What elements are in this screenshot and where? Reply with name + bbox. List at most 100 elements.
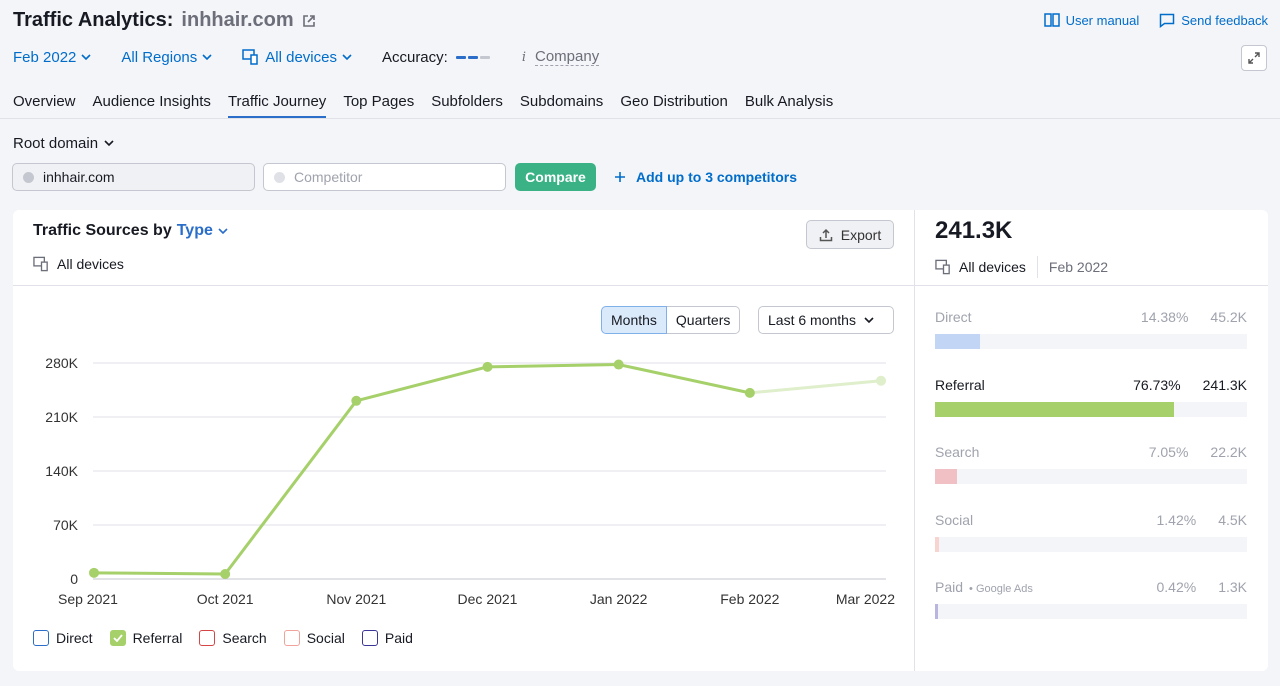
accuracy-indicator[interactable]: Accuracy: <box>382 49 490 66</box>
y-tick-label: 280K <box>45 355 78 371</box>
x-tick-label: Sep 2021 <box>58 591 118 607</box>
tab-overview[interactable]: Overview <box>13 93 76 110</box>
source-row-search[interactable]: Search 7.05% 22.2K <box>935 443 1247 484</box>
source-values: 7.05% 22.2K <box>1149 444 1247 460</box>
upload-icon <box>819 228 833 241</box>
legend-search[interactable]: Search <box>199 630 267 646</box>
domain-input-value: inhhair.com <box>43 169 115 185</box>
tab-audience-insights[interactable]: Audience Insights <box>92 93 211 110</box>
book-icon <box>1043 13 1060 27</box>
summary-separator <box>1036 256 1038 278</box>
tab-top-pages[interactable]: Top Pages <box>343 93 415 110</box>
source-bar-fill <box>935 469 957 484</box>
tab-bulk-analysis[interactable]: Bulk Analysis <box>744 93 834 110</box>
chevron-down-icon <box>104 140 114 147</box>
source-value: 1.3K <box>1218 579 1247 595</box>
legend-label: Search <box>222 630 267 646</box>
user-manual-link[interactable]: User manual <box>1043 13 1139 28</box>
compare-button[interactable]: Compare <box>515 163 596 191</box>
quarters-button[interactable]: Quarters <box>666 306 741 334</box>
source-pct: 76.73% <box>1133 376 1181 393</box>
tab-subfolders[interactable]: Subfolders <box>431 93 503 110</box>
data-point <box>876 375 886 386</box>
traffic-line-chart: 0 70K 140K 210K 280K Sep 2021 Oct 2021 Nov 2021… <box>45 355 895 607</box>
range-select[interactable]: Last 6 months <box>758 306 894 334</box>
regions-filter[interactable]: All Regions <box>121 49 212 66</box>
panel-title-prefix: Traffic Sources by <box>33 222 172 239</box>
tab-subdomains[interactable]: Subdomains <box>519 93 604 110</box>
data-point <box>744 387 755 398</box>
export-button[interactable]: Export <box>806 220 894 249</box>
export-label: Export <box>840 226 882 243</box>
source-row-paid[interactable]: Paid • Google Ads 0.42% 1.3K <box>935 578 1247 619</box>
checkbox-icon[interactable] <box>283 630 300 646</box>
source-pct: 14.38% <box>1140 309 1189 325</box>
expand-button[interactable] <box>1241 45 1267 71</box>
competitor-dot-icon <box>274 171 285 183</box>
tab-geo-distribution[interactable]: Geo Distribution <box>620 93 728 110</box>
devices-icon <box>935 259 950 275</box>
checkbox-icon[interactable] <box>109 630 126 646</box>
regions-filter-label: All Regions <box>121 48 198 66</box>
add-competitors-link[interactable]: Add up to 3 competitors <box>614 169 797 185</box>
page-title-domain[interactable]: inhhair.com <box>181 9 294 31</box>
plus-icon <box>615 172 625 182</box>
checkbox-icon[interactable] <box>361 630 378 646</box>
devices-filter[interactable]: All devices <box>242 49 352 66</box>
source-values: 1.42% 4.5K <box>1156 512 1247 528</box>
legend-referral[interactable]: Referral <box>109 630 182 646</box>
competitor-input[interactable]: Competitor <box>263 163 506 191</box>
y-tick-label: 0 <box>70 571 78 587</box>
x-tick-label: Feb 2022 <box>720 591 779 607</box>
source-row-referral[interactable]: Referral 76.73% 241.3K <box>935 376 1247 417</box>
chevron-down-icon <box>81 53 91 60</box>
type-select[interactable]: Type <box>176 222 213 239</box>
checkbox-icon[interactable] <box>33 630 49 646</box>
chevron-down-icon <box>864 316 874 323</box>
source-bar-fill <box>935 401 1175 417</box>
devices-icon <box>33 256 48 272</box>
source-bar-track <box>935 469 1247 484</box>
company-filter[interactable]: i Company <box>522 48 600 66</box>
source-name: Paid • Google Ads <box>935 579 1033 595</box>
panel-devices-label: All devices <box>57 256 124 272</box>
send-feedback-link[interactable]: Send feedback <box>1159 13 1268 28</box>
chevron-down-icon <box>342 53 352 60</box>
source-name: Search <box>935 444 980 460</box>
source-name: Referral <box>935 376 985 393</box>
checkbox-icon[interactable] <box>199 630 216 646</box>
y-tick-label: 70K <box>53 517 79 533</box>
source-row-direct[interactable]: Direct 14.38% 45.2K <box>935 308 1247 349</box>
date-filter[interactable]: Feb 2022 <box>13 49 91 66</box>
expand-icon <box>1248 52 1260 64</box>
domain-input[interactable]: inhhair.com <box>12 163 255 191</box>
card-divider-vertical <box>914 210 915 671</box>
data-point <box>220 568 231 579</box>
chevron-down-icon <box>202 53 212 60</box>
legend-social[interactable]: Social <box>283 630 345 646</box>
legend-direct[interactable]: Direct <box>33 630 93 646</box>
panel-devices: All devices <box>33 256 124 272</box>
devices-filter-label: All devices <box>265 48 337 66</box>
x-tick-label: Jan 2022 <box>590 591 648 607</box>
tab-bar: Overview Audience Insights Traffic Journey… <box>13 93 833 118</box>
external-link-icon[interactable] <box>302 14 316 28</box>
data-point <box>613 359 624 370</box>
months-button[interactable]: Months <box>601 306 667 334</box>
source-bar-fill <box>935 334 980 349</box>
x-tick-label: Dec 2021 <box>458 591 518 607</box>
tab-traffic-journey[interactable]: Traffic Journey <box>227 93 327 118</box>
card-divider-horizontal <box>13 285 1268 286</box>
source-bar-track <box>935 604 1247 619</box>
legend-paid[interactable]: Paid <box>361 630 413 646</box>
tab-divider <box>0 118 1280 119</box>
source-row-social[interactable]: Social 1.42% 4.5K <box>935 511 1247 552</box>
source-name: Direct <box>935 309 972 325</box>
page-title-label: Traffic Analytics: <box>13 9 174 31</box>
root-domain-select[interactable]: Root domain <box>13 135 114 152</box>
source-bar-track <box>935 334 1247 349</box>
source-note: • Google Ads <box>969 583 1033 595</box>
source-bar-fill <box>935 604 938 619</box>
source-value: 45.2K <box>1210 309 1247 325</box>
chevron-down-icon[interactable] <box>218 227 228 235</box>
